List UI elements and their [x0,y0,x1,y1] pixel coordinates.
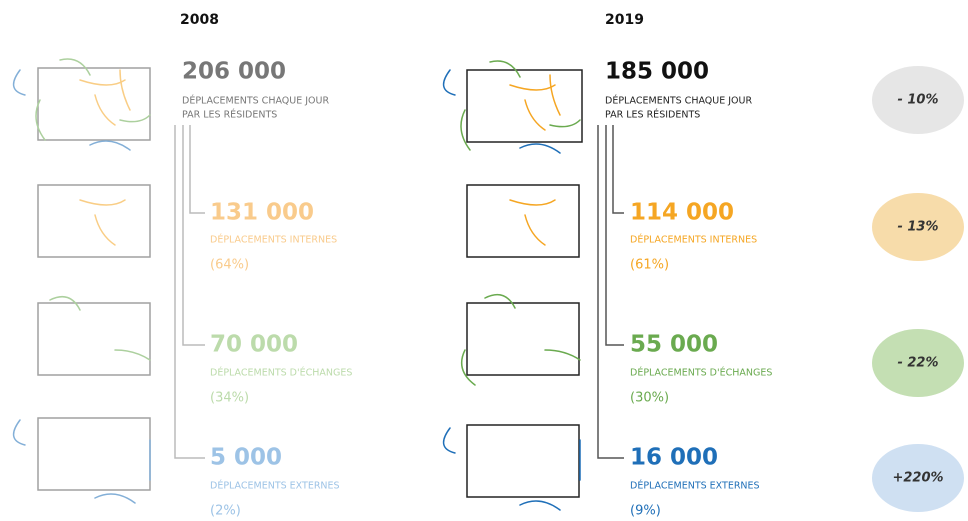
item-label: DÉPLACEMENTS INTERNES [210,234,337,246]
item-share: (9%) [630,504,661,519]
item-value: 114 000 [630,200,734,226]
total-value: 185 000 [605,59,709,85]
item-label: DÉPLACEMENTS D'ÉCHANGES [630,367,772,379]
total-label: DÉPLACEMENTS CHAQUE JOUR [605,95,752,107]
change: - 22% [897,356,938,371]
change-bubble [872,66,964,134]
item-value: 16 000 [630,445,718,471]
item-share: (30%) [630,391,669,406]
change: - 13% [897,220,938,235]
item-share: (61%) [630,258,669,273]
icons-2019 [442,60,583,511]
change: - 10% [897,93,938,108]
item-value: 5 000 [210,445,282,471]
item-value: 131 000 [210,200,314,226]
icons-2008 [12,58,151,504]
item-label: DÉPLACEMENTS D'ÉCHANGES [210,367,352,379]
total-label: PAR LES RÉSIDENTS [182,109,277,121]
item-share: (2%) [210,504,241,519]
item-label: DÉPLACEMENTS EXTERNES [630,480,760,492]
total-label: PAR LES RÉSIDENTS [605,109,700,121]
item-value: 55 000 [630,332,718,358]
connectors [174,125,624,459]
change-bubble [872,329,964,397]
change-bubble [872,444,964,512]
item-share: (34%) [210,391,249,406]
total-label: DÉPLACEMENTS CHAQUE JOUR [182,95,329,107]
change-bubble [872,193,964,261]
item-label: DÉPLACEMENTS EXTERNES [210,480,340,492]
item-label: DÉPLACEMENTS INTERNES [630,234,757,246]
item-value: 70 000 [210,332,298,358]
item-share: (64%) [210,258,249,273]
total-value: 206 000 [182,59,286,85]
year: 2019 [605,12,644,28]
year: 2008 [180,12,219,28]
change: +220% [892,471,943,486]
